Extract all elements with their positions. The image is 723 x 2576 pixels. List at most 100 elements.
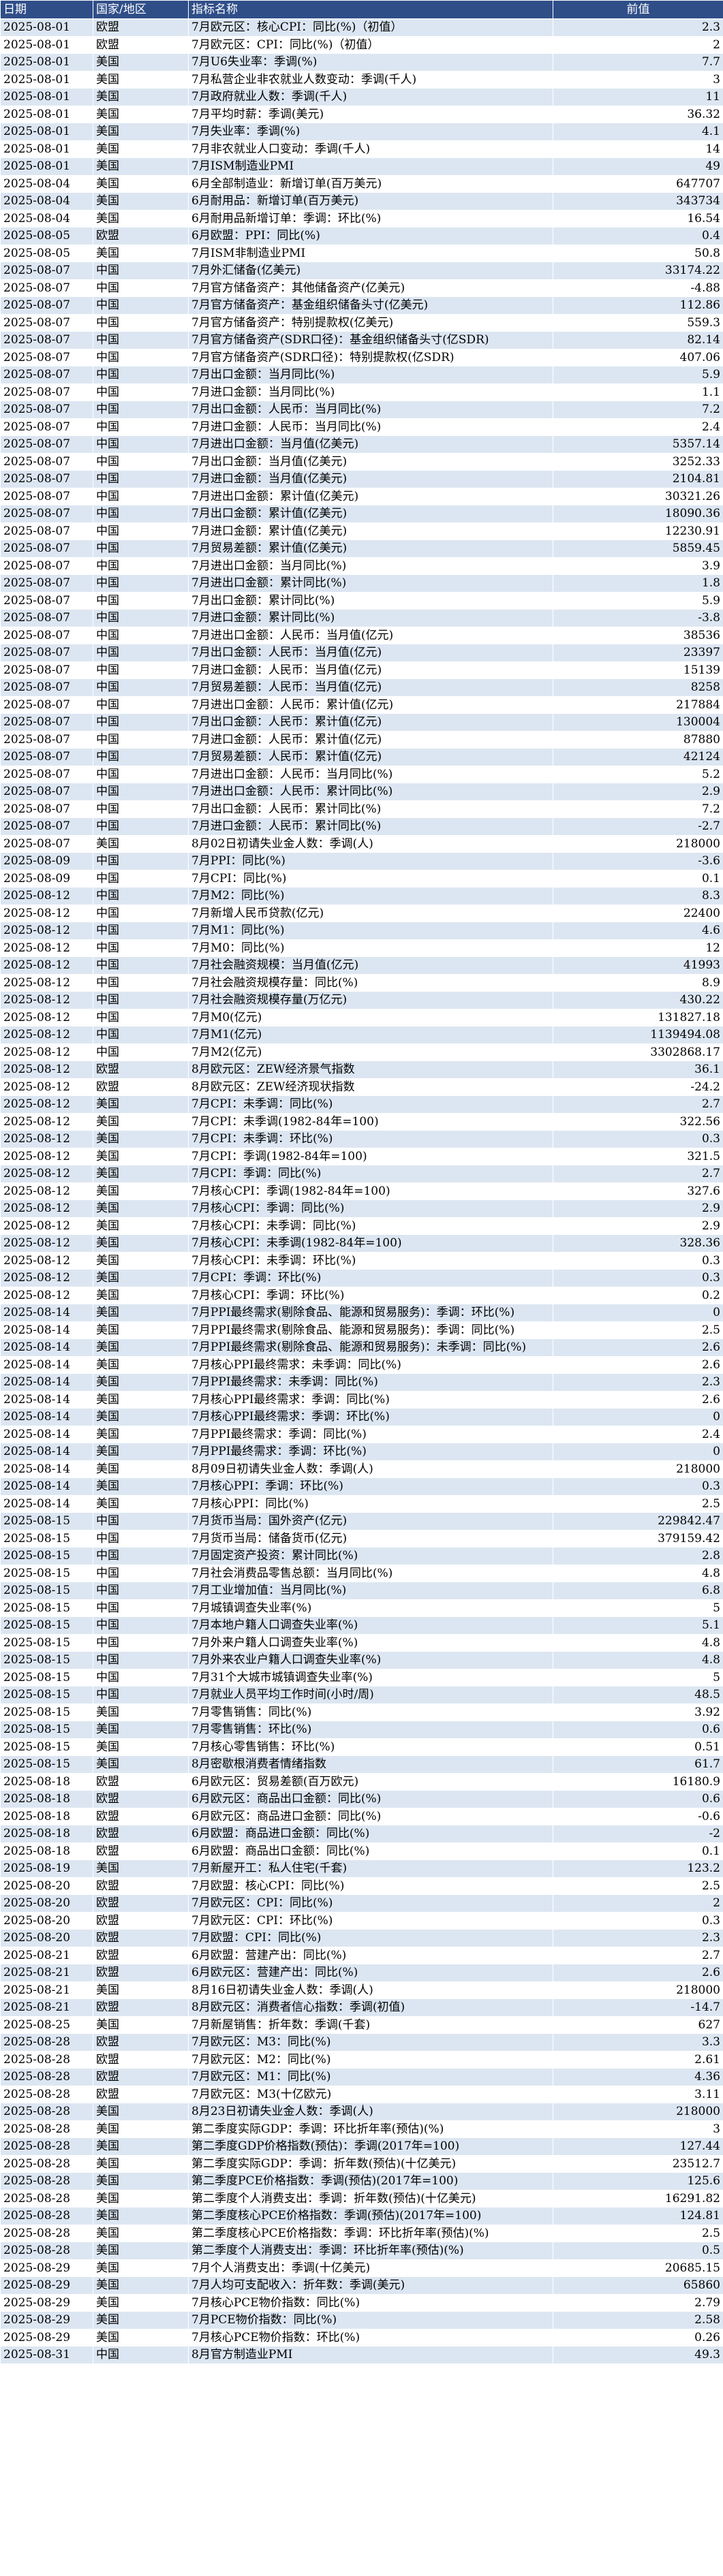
table-row[interactable]: 2025-08-07 中国 7月官方储备资产：基金组织储备头寸(亿美元) 112.86 <box>0 296 723 315</box>
table-row[interactable]: 2025-08-12 美国 7月CPI：未季调：同比(%) 2.7 <box>0 1095 723 1114</box>
table-row[interactable]: 2025-08-12 中国 7月M0(亿元) 131827.18 <box>0 1008 723 1026</box>
table-row[interactable]: 2025-08-15 中国 7月31个大城市城镇调查失业率(%) 5 <box>0 1668 723 1686</box>
table-row[interactable]: 2025-08-01 美国 7月私营企业非农就业人数变动：季调(千人) 3 <box>0 70 723 89</box>
table-row[interactable]: 2025-08-29 美国 7月PCE物价指数：同比(%) 2.58 <box>0 2311 723 2329</box>
table-row[interactable]: 2025-08-07 中国 7月官方储备资产：特别提款权(亿美元) 559.3 <box>0 313 723 332</box>
table-row[interactable]: 2025-08-01 美国 7月政府就业人数：季调(千人) 11 <box>0 88 723 106</box>
table-row[interactable]: 2025-08-12 美国 7月CPI：季调：环比(%) 0.3 <box>0 1269 723 1287</box>
header-previous-value[interactable]: 前值 <box>553 0 723 19</box>
table-row[interactable]: 2025-08-15 中国 7月外来户籍人口调查失业率(%) 4.8 <box>0 1633 723 1652</box>
table-row[interactable]: 2025-08-09 中国 7月CPI：同比(%) 0.1 <box>0 869 723 888</box>
table-row[interactable]: 2025-08-14 美国 7月PPI最终需求：未季调：同比(%) 2.3 <box>0 1373 723 1392</box>
table-row[interactable]: 2025-08-07 中国 7月进口金额：当月值(亿美元) 2104.81 <box>0 470 723 488</box>
table-row[interactable]: 2025-08-07 中国 7月出口金额：人民币：当月值(亿元) 23397 <box>0 644 723 662</box>
table-row[interactable]: 2025-08-20 欧盟 7月欧盟：CPI：同比(%) 2.3 <box>0 1929 723 1947</box>
table-row[interactable]: 2025-08-15 中国 7月社会消费品零售总额：当月同比(%) 4.8 <box>0 1564 723 1582</box>
table-row[interactable]: 2025-08-28 美国 第二季度个人消费支出：季调：折年数(预估)(十亿美元) 1… <box>0 2189 723 2208</box>
table-row[interactable]: 2025-08-12 中国 7月社会融资规模存量(万亿元) 430.22 <box>0 991 723 1009</box>
table-row[interactable]: 2025-08-28 美国 8月23日初请失业金人数：季调(人) 218000 <box>0 2103 723 2121</box>
table-row[interactable]: 2025-08-14 美国 7月核心PPI最终需求：季调：同比(%) 2.6 <box>0 1390 723 1409</box>
table-row[interactable]: 2025-08-14 美国 7月核心PPI：季调：环比(%) 0.3 <box>0 1477 723 1496</box>
table-row[interactable]: 2025-08-07 中国 7月官方储备资产(SDR口径)：基金组织储备头寸(亿SD… <box>0 331 723 349</box>
table-row[interactable]: 2025-08-28 美国 第二季度个人消费支出：季调：环比折年率(预估)(%) 0.… <box>0 2242 723 2260</box>
table-row[interactable]: 2025-08-01 美国 7月平均时薪：季调(美元) 36.32 <box>0 105 723 123</box>
table-row[interactable]: 2025-08-07 中国 7月贸易差额：人民币：累计值(亿元) 42124 <box>0 748 723 766</box>
table-row[interactable]: 2025-08-28 美国 第二季度PCE价格指数：季调(预估)(2017年=100… <box>0 2172 723 2190</box>
table-row[interactable]: 2025-08-28 美国 第二季度核心PCE价格指数：季调(预估)(2017年=1… <box>0 2207 723 2225</box>
table-row[interactable]: 2025-08-28 美国 第二季度实际GDP：季调：折年数(预估)(十亿美元) 23… <box>0 2154 723 2173</box>
table-row[interactable]: 2025-08-12 中国 7月社会融资规模存量：同比(%) 8.9 <box>0 973 723 992</box>
table-row[interactable]: 2025-08-07 中国 7月出口金额：当月同比(%) 5.9 <box>0 366 723 384</box>
table-row[interactable]: 2025-08-01 美国 7月U6失业率：季调(%) 7.7 <box>0 53 723 72</box>
table-row[interactable]: 2025-08-28 欧盟 7月欧元区：M3(十亿欧元) 3.11 <box>0 2085 723 2103</box>
table-row[interactable]: 2025-08-15 中国 7月固定资产投资：累计同比(%) 2.8 <box>0 1547 723 1565</box>
table-row[interactable]: 2025-08-12 中国 7月M1：同比(%) 4.6 <box>0 922 723 940</box>
table-row[interactable]: 2025-08-18 欧盟 6月欧元区：商品出口金额：同比(%) 0.6 <box>0 1790 723 1808</box>
table-row[interactable]: 2025-08-28 美国 第二季度实际GDP：季调：环比折年率(预估)(%) 3 <box>0 2120 723 2138</box>
table-row[interactable]: 2025-08-01 美国 7月ISM制造业PMI 49 <box>0 157 723 176</box>
table-row[interactable]: 2025-08-15 中国 7月就业人员平均工作时间(小时/周) 48.5 <box>0 1686 723 1704</box>
table-row[interactable]: 2025-08-07 中国 7月进出口金额：人民币：累计值(亿元) 217884 <box>0 695 723 714</box>
table-row[interactable]: 2025-08-07 中国 7月进口金额：人民币：累计同比(%) -2.7 <box>0 817 723 836</box>
table-row[interactable]: 2025-08-12 中国 7月社会融资规模：当月值(亿元) 41993 <box>0 956 723 975</box>
table-row[interactable]: 2025-08-07 中国 7月外汇储备(亿美元) 33174.22 <box>0 262 723 280</box>
table-row[interactable]: 2025-08-07 中国 7月出口金额：累计值(亿美元) 18090.36 <box>0 505 723 523</box>
table-row[interactable]: 2025-08-12 中国 7月M0：同比(%) 12 <box>0 939 723 957</box>
table-row[interactable]: 2025-08-14 美国 7月PPI最终需求(剔除食品、能源和贸易服务)：季调：同… <box>0 1321 723 1339</box>
table-row[interactable]: 2025-08-12 美国 7月核心CPI：未季调：环比(%) 0.3 <box>0 1251 723 1270</box>
table-row[interactable]: 2025-08-07 中国 7月官方储备资产(SDR口径)：特别提款权(亿SDR) 4… <box>0 348 723 366</box>
table-row[interactable]: 2025-08-07 中国 7月进出口金额：人民币：当月值(亿元) 38536 <box>0 626 723 644</box>
table-row[interactable]: 2025-08-07 中国 7月进出口金额：当月同比(%) 3.9 <box>0 556 723 575</box>
table-row[interactable]: 2025-08-12 中国 7月新增人民币贷款(亿元) 22400 <box>0 904 723 922</box>
table-row[interactable]: 2025-08-21 欧盟 6月欧盟：营建产出：同比(%) 2.7 <box>0 1946 723 1964</box>
table-row[interactable]: 2025-08-01 美国 7月失业率：季调(%) 4.1 <box>0 123 723 141</box>
table-row[interactable]: 2025-08-19 美国 7月新屋开工：私人住宅(千套) 123.2 <box>0 1859 723 1878</box>
table-row[interactable]: 2025-08-15 中国 7月城镇调查失业率(%) 5 <box>0 1599 723 1617</box>
table-row[interactable]: 2025-08-12 美国 7月CPI：未季调(1982-84年=100) 322.5… <box>0 1112 723 1131</box>
table-row[interactable]: 2025-08-12 美国 7月核心CPI：季调(1982-84年=100) 327.… <box>0 1182 723 1200</box>
header-country[interactable]: 国家/地区 <box>93 0 189 19</box>
table-row[interactable]: 2025-08-14 美国 7月PPI最终需求：季调：环比(%) 0 <box>0 1443 723 1461</box>
table-row[interactable]: 2025-08-20 欧盟 7月欧盟：核心CPI：同比(%) 2.5 <box>0 1876 723 1895</box>
table-row[interactable]: 2025-08-12 美国 7月核心CPI：未季调：同比(%) 2.9 <box>0 1216 723 1235</box>
table-row[interactable]: 2025-08-07 中国 7月官方储备资产：其他储备资产(亿美元) -4.88 <box>0 279 723 297</box>
table-row[interactable]: 2025-08-14 美国 7月核心PPI：同比(%) 2.5 <box>0 1494 723 1513</box>
table-row[interactable]: 2025-08-01 欧盟 7月欧元区：CPI：同比(%)（初值） 2 <box>0 35 723 54</box>
table-row[interactable]: 2025-08-15 美国 8月密歇根消费者情绪指数 61.7 <box>0 1755 723 1774</box>
table-row[interactable]: 2025-08-14 美国 7月PPI最终需求(剔除食品、能源和贸易服务)：未季调：… <box>0 1338 723 1357</box>
table-row[interactable]: 2025-08-20 欧盟 7月欧元区：CPI：同比(%) 2 <box>0 1894 723 1913</box>
table-row[interactable]: 2025-08-15 中国 7月外来农业户籍人口调查失业率(%) 4.8 <box>0 1651 723 1669</box>
table-row[interactable]: 2025-08-31 中国 8月官方制造业PMI 49.3 <box>0 2346 723 2364</box>
table-row[interactable]: 2025-08-29 美国 7月核心PCE物价指数：环比(%) 0.26 <box>0 2328 723 2346</box>
table-row[interactable]: 2025-08-07 中国 7月进口金额：累计同比(%) -3.8 <box>0 609 723 627</box>
table-row[interactable]: 2025-08-04 美国 6月耐用品新增订单：季调：环比(%) 16.54 <box>0 209 723 227</box>
table-row[interactable]: 2025-08-29 美国 7月人均可支配收入：折年数：季调(美元) 65860 <box>0 2276 723 2295</box>
table-row[interactable]: 2025-08-14 美国 7月核心PPI最终需求：季调：环比(%) 0 <box>0 1408 723 1426</box>
table-row[interactable]: 2025-08-14 美国 7月PPI最终需求(剔除食品、能源和贸易服务)：季调：环… <box>0 1304 723 1322</box>
table-row[interactable]: 2025-08-12 美国 7月CPI：季调(1982-84年=100) 321.5 <box>0 1147 723 1165</box>
table-row[interactable]: 2025-08-25 美国 7月新屋销售：折年数：季调(千套) 627 <box>0 2015 723 2034</box>
table-row[interactable]: 2025-08-07 中国 7月进口金额：人民币：当月值(亿元) 15139 <box>0 661 723 679</box>
table-row[interactable]: 2025-08-04 美国 6月全部制造业：新增订单(百万美元) 647707 <box>0 174 723 193</box>
table-row[interactable]: 2025-08-07 中国 7月进口金额：当月同比(%) 1.1 <box>0 383 723 401</box>
table-row[interactable]: 2025-08-09 中国 7月PPI：同比(%) -3.6 <box>0 852 723 870</box>
table-row[interactable]: 2025-08-21 美国 8月16日初请失业金人数：季调(人) 218000 <box>0 1981 723 1999</box>
table-row[interactable]: 2025-08-15 美国 7月零售销售：同比(%) 3.92 <box>0 1703 723 1721</box>
table-row[interactable]: 2025-08-12 美国 7月核心CPI：季调：同比(%) 2.9 <box>0 1199 723 1218</box>
table-row[interactable]: 2025-08-04 美国 6月耐用品：新增订单(百万美元) 343734 <box>0 192 723 210</box>
table-row[interactable]: 2025-08-18 欧盟 6月欧元区：贸易差额(百万欧元) 16180.9 <box>0 1772 723 1791</box>
table-row[interactable]: 2025-08-12 中国 7月M2：同比(%) 8.3 <box>0 887 723 905</box>
table-row[interactable]: 2025-08-07 中国 7月出口金额：人民币：累计值(亿元) 130004 <box>0 713 723 732</box>
table-row[interactable]: 2025-08-12 欧盟 8月欧元区：ZEW经济景气指数 36.1 <box>0 1061 723 1079</box>
table-row[interactable]: 2025-08-07 中国 7月贸易差额：人民币：当月值(亿元) 8258 <box>0 678 723 697</box>
table-row[interactable]: 2025-08-07 中国 7月出口金额：当月值(亿美元) 3252.33 <box>0 452 723 471</box>
table-row[interactable]: 2025-08-07 美国 8月02日初请失业金人数：季调(人) 218000 <box>0 834 723 853</box>
table-row[interactable]: 2025-08-07 中国 7月贸易差额：累计值(亿美元) 5859.45 <box>0 539 723 558</box>
table-row[interactable]: 2025-08-01 美国 7月非农就业人口变动：季调(千人) 14 <box>0 140 723 158</box>
table-row[interactable]: 2025-08-12 中国 7月M2(亿元) 3302868.17 <box>0 1043 723 1061</box>
table-row[interactable]: 2025-08-07 中国 7月出口金额：累计同比(%) 5.9 <box>0 591 723 610</box>
table-row[interactable]: 2025-08-15 美国 7月零售销售：环比(%) 0.6 <box>0 1721 723 1739</box>
table-row[interactable]: 2025-08-07 中国 7月进口金额：累计值(亿美元) 12230.91 <box>0 522 723 540</box>
table-row[interactable]: 2025-08-15 中国 7月本地户籍人口调查失业率(%) 5.1 <box>0 1616 723 1635</box>
table-row[interactable]: 2025-08-12 美国 7月核心CPI：季调：环比(%) 0.2 <box>0 1286 723 1304</box>
